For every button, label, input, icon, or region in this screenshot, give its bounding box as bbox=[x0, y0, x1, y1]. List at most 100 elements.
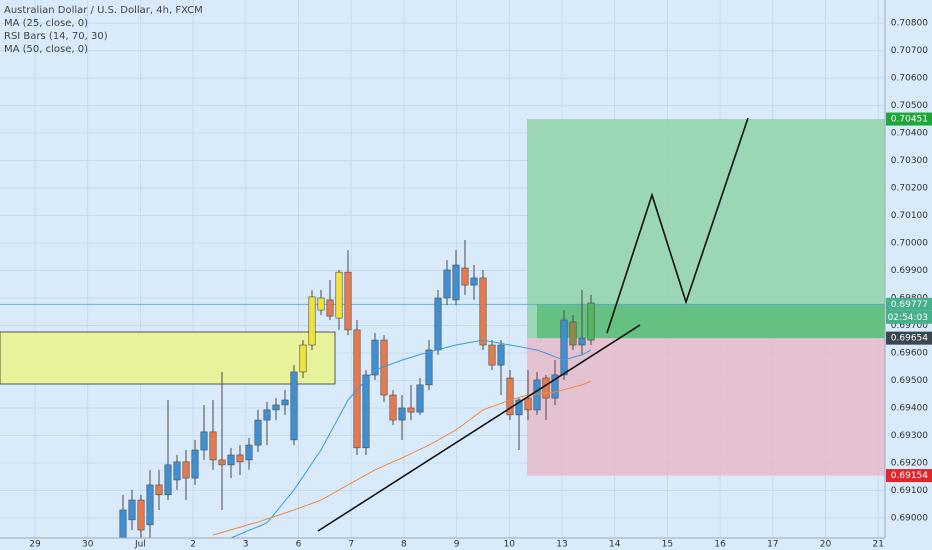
target-label-bg bbox=[886, 112, 932, 126]
stop-label: 0.69154 bbox=[891, 471, 928, 481]
plot bbox=[119, 239, 595, 539]
candle-body bbox=[137, 499, 145, 531]
candle-body bbox=[578, 337, 586, 346]
y-tick-label: 0.69000 bbox=[891, 513, 928, 523]
candle-body bbox=[416, 384, 424, 413]
y-tick-label: 0.70100 bbox=[891, 211, 928, 221]
y-tick-label: 0.70300 bbox=[891, 156, 928, 166]
candle-body bbox=[353, 329, 361, 449]
candle-body bbox=[173, 461, 181, 481]
candle-body bbox=[569, 321, 577, 346]
axis-labels: 0.69000 0.69100 0.69200 0.69300 0.69400 0.695… bbox=[29, 19, 932, 550]
candle-body bbox=[164, 464, 172, 496]
legend: Australian Dollar / U.S. Dollar, 4h, FXC… bbox=[4, 5, 203, 55]
x-tick-label: Jul bbox=[134, 540, 146, 550]
y-tick-label: 0.70500 bbox=[891, 101, 928, 111]
x-tick-label: 6 bbox=[296, 540, 302, 550]
y-tick-label: 0.70200 bbox=[891, 184, 928, 194]
entry-label: 0.69654 bbox=[891, 334, 928, 344]
candle-body bbox=[191, 449, 199, 479]
ma-line bbox=[212, 380, 592, 536]
x-tick-label: 20 bbox=[820, 540, 832, 550]
profit-zone bbox=[527, 119, 885, 339]
symbol-title: Australian Dollar / U.S. Dollar, 4h, FXC… bbox=[4, 5, 203, 16]
candle-body bbox=[407, 407, 415, 413]
candle-body bbox=[146, 484, 154, 526]
x-tick-label: 2 bbox=[190, 540, 196, 550]
candle-body bbox=[200, 431, 208, 451]
x-tick-label: 30 bbox=[82, 540, 94, 550]
last-price-label-bg bbox=[886, 297, 932, 311]
candle-body bbox=[452, 264, 460, 301]
loss-zone bbox=[527, 338, 885, 476]
y-tick-label: 0.69900 bbox=[891, 266, 928, 276]
x-tick-label: 29 bbox=[29, 540, 41, 550]
countdown-label: 02:54:03 bbox=[888, 313, 928, 323]
candle-body bbox=[398, 407, 406, 421]
candle-body bbox=[218, 459, 226, 466]
candle-body bbox=[236, 454, 244, 463]
x-tick-label: 3 bbox=[243, 540, 249, 550]
x-tick-label: 15 bbox=[662, 540, 673, 550]
x-tick-label: 10 bbox=[504, 540, 516, 550]
y-tick-label: 0.70800 bbox=[891, 19, 928, 29]
candle-body bbox=[488, 344, 496, 366]
y-tick-label: 0.69300 bbox=[891, 431, 928, 441]
countdown-label-bg bbox=[886, 310, 932, 324]
candle-body bbox=[119, 509, 127, 539]
last-price-label: 0.69777 bbox=[891, 300, 928, 310]
candle-body bbox=[371, 339, 379, 376]
candle-body bbox=[344, 271, 352, 331]
x-tick-label: 13 bbox=[556, 540, 567, 550]
candle-body bbox=[551, 374, 559, 399]
legend-entry: RSI Bars (14, 70, 30) bbox=[4, 31, 108, 42]
candle-body bbox=[182, 461, 190, 479]
y-tick-label: 0.69600 bbox=[891, 348, 928, 358]
candle-body bbox=[299, 344, 307, 373]
candle-body bbox=[479, 277, 487, 346]
candle-body bbox=[326, 299, 334, 317]
candle-body bbox=[335, 271, 343, 319]
entry-label-bg bbox=[886, 331, 932, 345]
supply-zone bbox=[0, 331, 336, 385]
candle-body bbox=[227, 454, 235, 466]
y-tick-label: 0.70700 bbox=[891, 46, 928, 56]
y-tick-label: 0.69200 bbox=[891, 458, 928, 468]
x-tick-label: 7 bbox=[348, 540, 354, 550]
candle-body bbox=[524, 397, 532, 411]
candle-body bbox=[560, 319, 568, 376]
candle-body bbox=[317, 297, 325, 311]
candle-body bbox=[128, 499, 136, 521]
candle-body bbox=[515, 399, 523, 416]
x-tick-label: 21 bbox=[872, 540, 883, 550]
candle-body bbox=[155, 484, 163, 496]
y-tick-label: 0.69500 bbox=[891, 376, 928, 386]
candle-body bbox=[254, 419, 262, 446]
candle-body bbox=[443, 269, 451, 299]
ma-line bbox=[230, 339, 592, 539]
legend-entry: MA (25, close, 0) bbox=[4, 18, 88, 29]
y-tick-label: 0.69100 bbox=[891, 486, 928, 496]
legend-entry: MA (50, close, 0) bbox=[4, 44, 88, 55]
zones bbox=[0, 119, 885, 476]
price-axis bbox=[885, 0, 932, 550]
candle-body bbox=[308, 296, 316, 346]
x-tick-label: 8 bbox=[401, 540, 407, 550]
candle-body bbox=[470, 277, 478, 286]
candle-body bbox=[506, 377, 514, 416]
open-profit bbox=[537, 304, 885, 339]
candle-body bbox=[425, 349, 433, 386]
projection-path bbox=[606, 117, 749, 334]
x-tick-label: 14 bbox=[609, 540, 621, 550]
candle-body bbox=[362, 374, 370, 449]
candle-body bbox=[272, 404, 280, 411]
x-tick-label: 17 bbox=[767, 540, 778, 550]
candle-body bbox=[245, 444, 253, 461]
x-tick-label: 16 bbox=[714, 540, 726, 550]
stop-label-bg bbox=[886, 469, 932, 483]
y-tick-label: 0.70000 bbox=[891, 239, 928, 249]
candle-body bbox=[389, 394, 397, 421]
candle-body bbox=[263, 409, 271, 421]
y-tick-label: 0.70600 bbox=[891, 74, 928, 84]
